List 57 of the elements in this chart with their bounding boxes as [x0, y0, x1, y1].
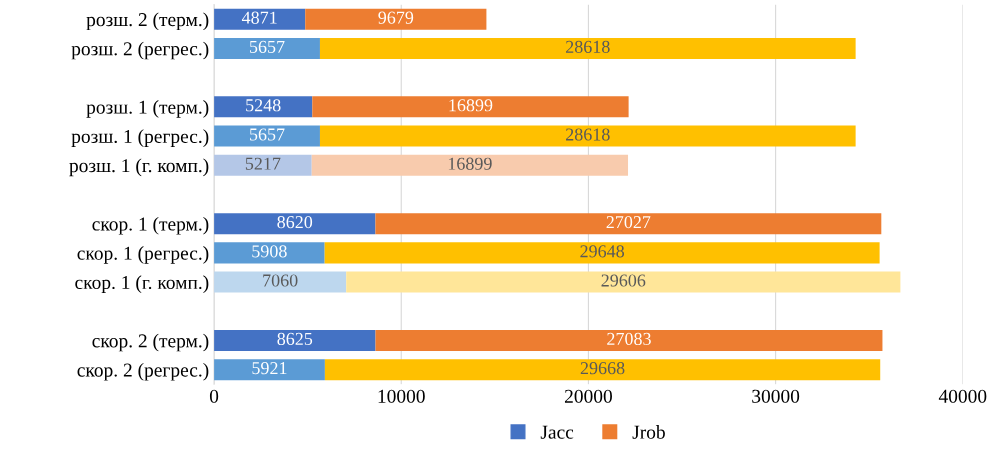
data-label: 8625 — [277, 332, 313, 345]
data-label: 5248 — [246, 99, 281, 112]
bar — [324, 242, 880, 264]
data-label: 7060 — [263, 274, 298, 287]
bar — [214, 125, 320, 147]
y-tick-label: скор. 2 (регрес.) — [77, 362, 209, 381]
bar — [311, 154, 629, 176]
bar — [375, 213, 882, 235]
bar — [214, 154, 312, 176]
y-tick-label: розш. 2 (терм.) — [86, 12, 209, 31]
y-tick-label: скор. 1 (терм.) — [92, 216, 209, 235]
data-label: 5921 — [252, 362, 287, 375]
data-label: 27027 — [606, 216, 651, 229]
bar — [305, 8, 487, 30]
bar — [312, 96, 629, 118]
data-label: 5657 — [250, 40, 285, 53]
x-tick-label: 10000 — [378, 389, 425, 403]
bar — [324, 359, 881, 381]
data-label: 29668 — [580, 362, 625, 375]
bar — [214, 329, 376, 351]
y-tick-label: розш. 1 (регрес.) — [71, 129, 209, 147]
data-label: 8620 — [277, 216, 313, 229]
x-tick-label: 0 — [209, 389, 219, 403]
bar — [319, 37, 856, 59]
y-tick-label: скор. 1 (г. комп.) — [75, 275, 209, 293]
bar — [214, 96, 313, 118]
y-tick-label: розш. 2 (регрес.) — [71, 41, 209, 60]
y-tick-label: скор. 2 (терм.) — [92, 333, 209, 352]
data-label: 28618 — [566, 128, 610, 141]
legend-label: Jacc — [540, 425, 574, 439]
y-tick-label: розш. 1 (терм.) — [86, 100, 209, 118]
bar — [346, 271, 901, 293]
bar — [214, 8, 306, 30]
x-tick-label: 20000 — [564, 389, 612, 403]
bar — [214, 213, 376, 235]
data-label: 9679 — [378, 11, 414, 24]
y-tick-label: скор. 1 (регрес.) — [77, 246, 209, 264]
data-label: 29648 — [580, 245, 625, 258]
x-tick-label: 30000 — [752, 389, 800, 403]
data-label: 28618 — [566, 40, 610, 53]
bar — [214, 359, 325, 381]
bar — [319, 125, 856, 147]
data-label: 16899 — [449, 99, 493, 112]
x-tick-label: 40000 — [938, 389, 987, 403]
bar — [214, 37, 320, 59]
legend-label: Jrob — [632, 425, 665, 439]
y-tick-label: розш. 1 (г. комп.) — [69, 158, 209, 177]
data-label: 27083 — [607, 332, 651, 345]
data-label: 4871 — [241, 11, 277, 24]
data-label: 29606 — [601, 274, 646, 287]
bar — [214, 242, 325, 264]
data-label: 5908 — [252, 245, 287, 258]
bar — [214, 271, 347, 293]
data-label: 5217 — [245, 157, 281, 170]
data-label: 16899 — [448, 157, 492, 170]
data-label: 5657 — [250, 128, 285, 141]
bar — [375, 329, 883, 351]
